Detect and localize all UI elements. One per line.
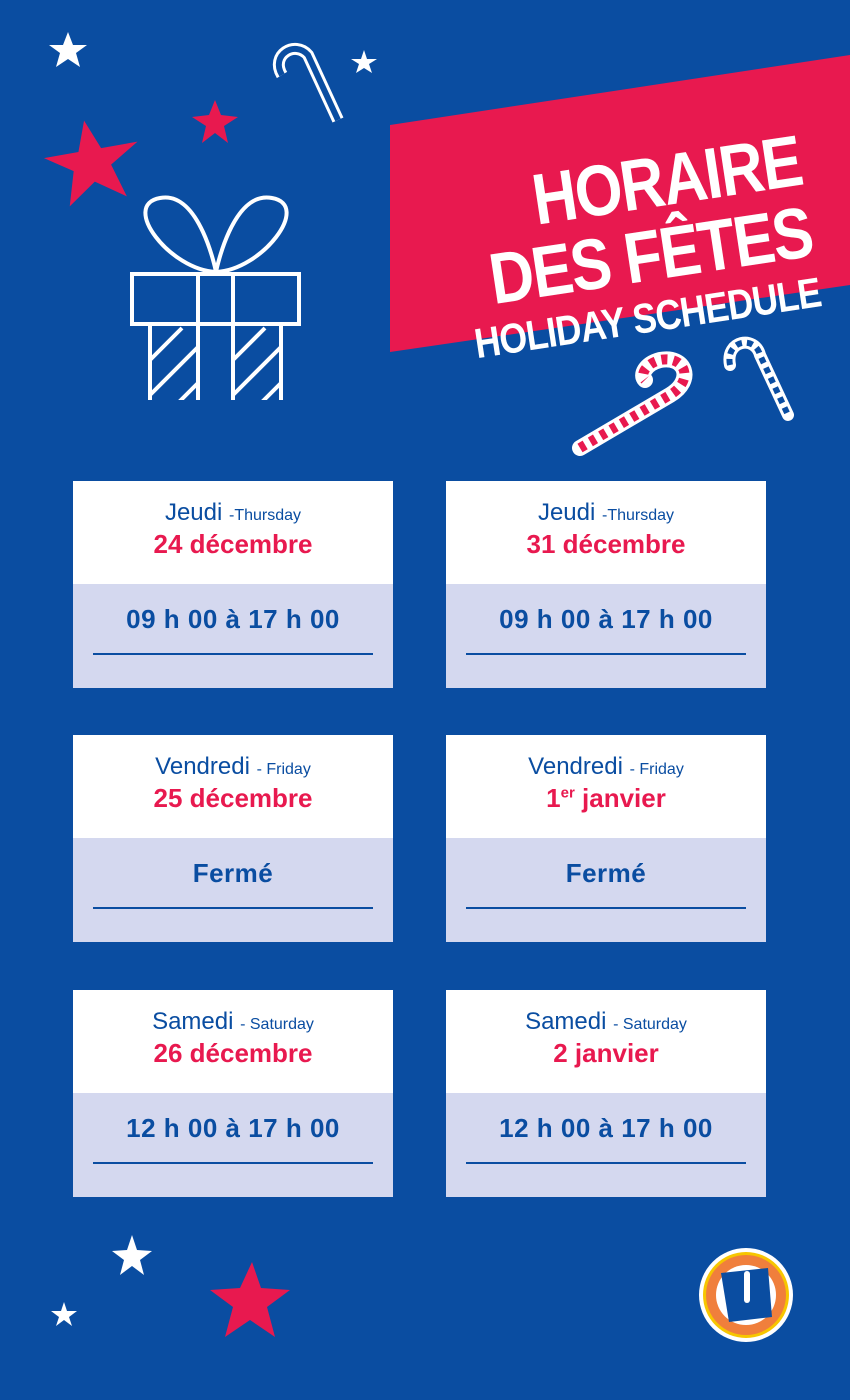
- star-icon: [192, 100, 238, 143]
- star-icon: [49, 32, 87, 67]
- date: 26 décembre: [153, 1038, 313, 1068]
- day-en: - Friday: [629, 761, 684, 778]
- date: 25 décembre: [153, 783, 313, 813]
- divider: [466, 1162, 746, 1164]
- day-fr: Jeudi: [164, 499, 223, 526]
- bottom-decorations: [51, 1235, 793, 1342]
- star-icon: [112, 1235, 152, 1275]
- hours: 12 h 00 à 17 h 00: [499, 1113, 713, 1143]
- schedule-card: Jeudi -Thursday 24 décembre 09 h 00 à 17…: [73, 481, 393, 688]
- date-suffix: er: [560, 784, 575, 802]
- hours: Fermé: [192, 858, 274, 888]
- hours: Fermé: [565, 858, 647, 888]
- day-en: - Saturday: [240, 1016, 314, 1033]
- divider: [466, 653, 746, 655]
- day-fr: Jeudi: [537, 499, 596, 526]
- schedule-card: Jeudi -Thursday 31 décembre 09 h 00 à 17…: [446, 481, 766, 688]
- candy-cane-icon: [572, 351, 693, 456]
- divider: [93, 1162, 373, 1164]
- date-month: janvier: [574, 783, 666, 813]
- star-icon: [210, 1262, 290, 1337]
- day-en: - Saturday: [613, 1016, 687, 1033]
- day-en: - Friday: [256, 761, 311, 778]
- day-fr: Vendredi: [528, 753, 623, 780]
- star-icon: [43, 120, 138, 207]
- candy-canes: [572, 336, 794, 456]
- title-banner: [390, 55, 850, 352]
- day-fr: Samedi: [152, 1008, 234, 1035]
- decorations: [43, 32, 850, 400]
- day-en: -Thursday: [602, 507, 675, 524]
- divider: [93, 907, 373, 909]
- date: 2 janvier: [553, 1038, 659, 1068]
- date-number: 1: [546, 783, 561, 813]
- schedule-card: Vendredi - Friday 25 décembre Fermé: [73, 735, 393, 942]
- hours: 12 h 00 à 17 h 00: [126, 1113, 340, 1143]
- logo: [699, 1248, 793, 1342]
- date: 24 décembre: [153, 529, 313, 559]
- divider: [93, 653, 373, 655]
- date: 31 décembre: [526, 529, 686, 559]
- day-fr: Samedi: [525, 1008, 607, 1035]
- day-en: -Thursday: [229, 507, 302, 524]
- candy-cane-icon: [723, 336, 794, 421]
- schedule-card: Samedi - Saturday 2 janvier 12 h 00 à 17…: [446, 990, 766, 1197]
- divider: [466, 907, 746, 909]
- star-icon: [51, 1302, 77, 1326]
- star-icon: [351, 50, 377, 73]
- day-fr: Vendredi: [155, 753, 250, 780]
- date: 1er janvier: [446, 783, 766, 814]
- schedule-card: Samedi - Saturday 26 décembre 12 h 00 à …: [73, 990, 393, 1197]
- hours: 09 h 00 à 17 h 00: [499, 604, 713, 634]
- hours: 09 h 00 à 17 h 00: [126, 604, 340, 634]
- gift-icon: [130, 195, 301, 400]
- schedule-card: Vendredi - Friday 1er janvier Fermé: [446, 735, 766, 942]
- candy-cane-icon: [272, 43, 344, 123]
